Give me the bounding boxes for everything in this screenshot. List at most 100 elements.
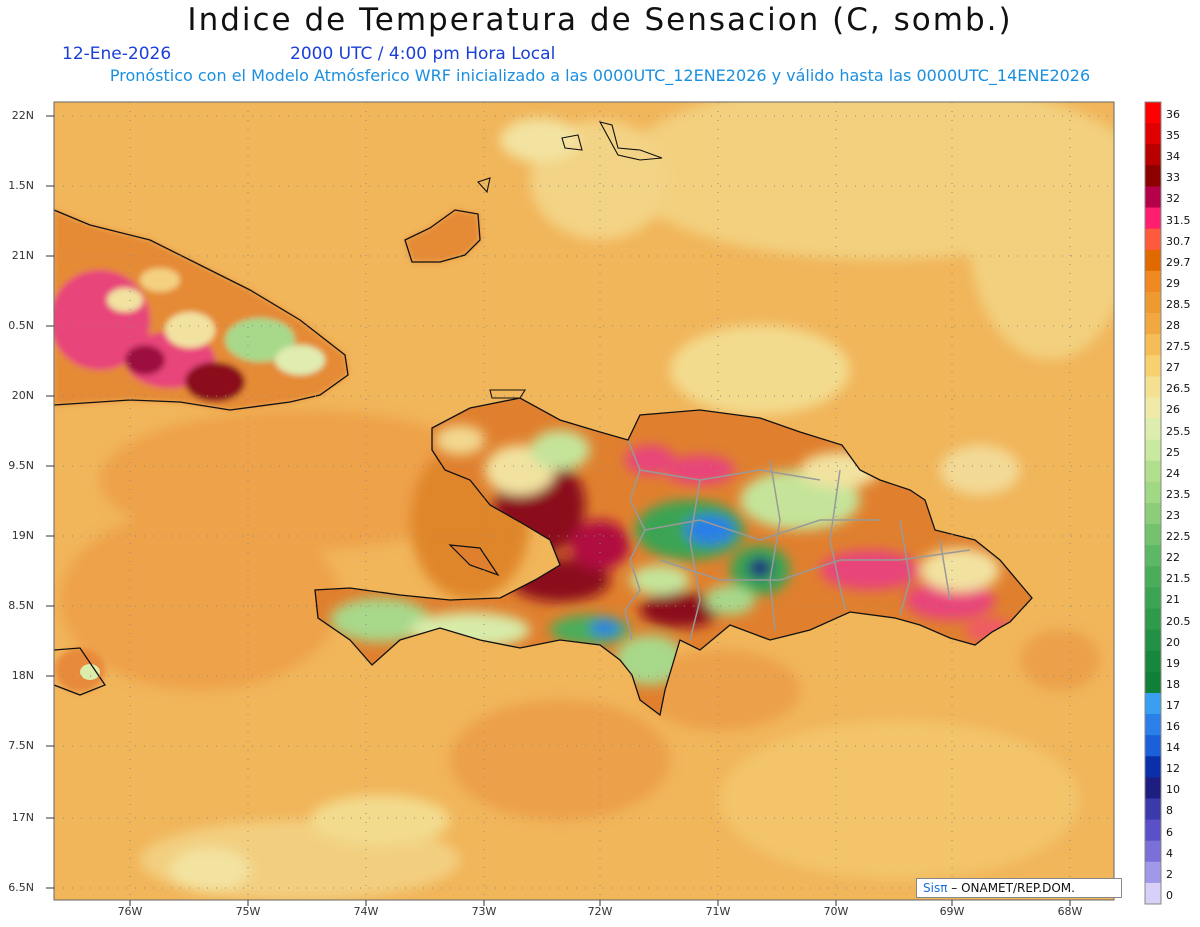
colorbar-label: 35	[1166, 129, 1180, 143]
colorbar-swatch	[1145, 840, 1161, 863]
colorbar-swatch	[1145, 735, 1161, 757]
colorbar-swatch	[1145, 144, 1161, 166]
colorbar-swatch	[1145, 228, 1161, 251]
map-title: Indice de Temperatura de Sensacion (C, s…	[187, 2, 1013, 38]
colorbar-label: 23.5	[1166, 487, 1191, 501]
colorbar-label: 27	[1166, 361, 1180, 375]
colorbar-swatch	[1145, 460, 1161, 483]
colorbar-swatch	[1145, 524, 1161, 546]
colorbar-swatch	[1145, 566, 1161, 588]
colorbar-swatch	[1145, 861, 1161, 884]
colorbar-label: 30.7	[1166, 234, 1191, 248]
colorbar-swatch	[1145, 481, 1161, 504]
colorbar-label: 21	[1166, 593, 1180, 607]
colorbar-label: 33	[1166, 171, 1180, 185]
brand-name: Sis	[923, 881, 941, 895]
y-tick-label: 0.5N	[8, 319, 34, 332]
y-tick-label: 20N	[11, 389, 34, 402]
y-tick-label: 21N	[11, 249, 34, 262]
colorbar-label: 32	[1166, 192, 1180, 206]
x-tick-label: 68W	[1057, 905, 1083, 918]
colorbar-swatch	[1145, 270, 1161, 293]
colorbar-frame	[1144, 101, 1162, 905]
colorbar-label: 8	[1166, 804, 1173, 818]
forecast-date: 12-Ene-2026	[62, 44, 172, 64]
colorbar-label: 17	[1166, 698, 1180, 712]
colorbar-label: 12	[1166, 762, 1180, 776]
colorbar-swatch	[1145, 186, 1161, 209]
x-tick-label: 72W	[587, 905, 613, 918]
model-info: Pronóstico con el Modelo Atmósferico WRF…	[109, 66, 1091, 85]
colorbar-swatch	[1145, 777, 1161, 799]
colorbar-label: 6	[1166, 825, 1173, 839]
colorbar-swatch	[1145, 714, 1161, 736]
y-tick-label: 6.5N	[8, 881, 34, 894]
colorbar-label: 20.5	[1166, 614, 1191, 628]
credit-org: – ONAMET/REP.DOM.	[947, 881, 1075, 895]
colorbar-swatch	[1145, 418, 1161, 441]
y-tick-label: 9.5N	[8, 459, 34, 472]
y-tick-label: 7.5N	[8, 739, 34, 752]
forecast-time: 2000 UTC / 4:00 pm Hora Local	[290, 44, 556, 64]
colorbar-label: 36	[1166, 108, 1180, 121]
colorbar-swatch	[1145, 439, 1161, 462]
x-tick-label: 71W	[705, 905, 731, 918]
colorbar-label: 29	[1166, 276, 1180, 290]
colorbar-label: 14	[1166, 741, 1180, 755]
y-tick-label: 8.5N	[8, 599, 34, 612]
colorbar-label: 25.5	[1166, 424, 1191, 438]
colorbar-swatch	[1145, 756, 1161, 778]
pi-symbol: π	[940, 881, 948, 895]
colorbar-swatch	[1145, 102, 1161, 124]
colorbar-label: 28.5	[1166, 297, 1191, 311]
x-tick-label: 73W	[471, 905, 497, 918]
colorbar-swatch	[1145, 692, 1161, 715]
colorbar-label: 31.5	[1166, 213, 1191, 227]
colorbar-label: 4	[1166, 846, 1173, 860]
y-tick-label: 17N	[11, 811, 34, 824]
colorbar-label: 22	[1166, 551, 1180, 565]
colorbar-swatch	[1145, 819, 1161, 842]
y-tick-label: 1.5N	[8, 179, 34, 192]
colorbar-swatch	[1145, 608, 1161, 631]
x-tick-label: 69W	[939, 905, 965, 918]
x-tick-label: 74W	[353, 905, 379, 918]
y-tick-label: 19N	[11, 529, 34, 542]
colorbar-label: 26	[1166, 403, 1180, 417]
colorbar-swatch	[1145, 313, 1161, 335]
colorbar-swatch	[1145, 587, 1161, 610]
colorbar-swatch	[1145, 355, 1161, 377]
colorbar-label: 21.5	[1166, 572, 1191, 586]
colorbar-swatch	[1145, 798, 1161, 821]
colorbar-label: 19	[1166, 656, 1180, 670]
colorbar-label: 2	[1166, 867, 1173, 881]
colorbar	[1144, 101, 1162, 905]
colorbar-label: 22.5	[1166, 530, 1191, 544]
colorbar-label: 24	[1166, 466, 1180, 480]
colorbar-swatch	[1145, 334, 1161, 356]
colorbar-swatch	[1145, 545, 1161, 567]
colorbar-label: 23	[1166, 509, 1180, 522]
colorbar-label: 28	[1166, 319, 1180, 333]
colorbar-label: 10	[1166, 783, 1180, 797]
colorbar-label: 16	[1166, 720, 1180, 734]
x-tick-label: 75W	[235, 905, 261, 918]
colorbar-label: 29.7	[1166, 255, 1191, 269]
colorbar-swatch	[1145, 629, 1161, 652]
colorbar-swatch	[1145, 882, 1161, 905]
colorbar-swatch	[1145, 291, 1161, 314]
colorbar-label: 26.5	[1166, 382, 1191, 396]
colorbar-label: 34	[1166, 150, 1180, 164]
colorbar-label: 27.5	[1166, 340, 1191, 354]
colorbar-swatch	[1145, 376, 1161, 398]
colorbar-swatch	[1145, 207, 1161, 230]
y-tick-label: 22N	[11, 109, 34, 122]
colorbar-label: 0	[1166, 888, 1173, 902]
colorbar-swatch	[1145, 671, 1161, 694]
colorbar-swatch	[1145, 397, 1161, 420]
colorbar-swatch	[1145, 165, 1161, 187]
x-tick-label: 70W	[823, 905, 849, 918]
x-tick-label: 76W	[117, 905, 143, 918]
colorbar-swatch	[1145, 503, 1161, 525]
